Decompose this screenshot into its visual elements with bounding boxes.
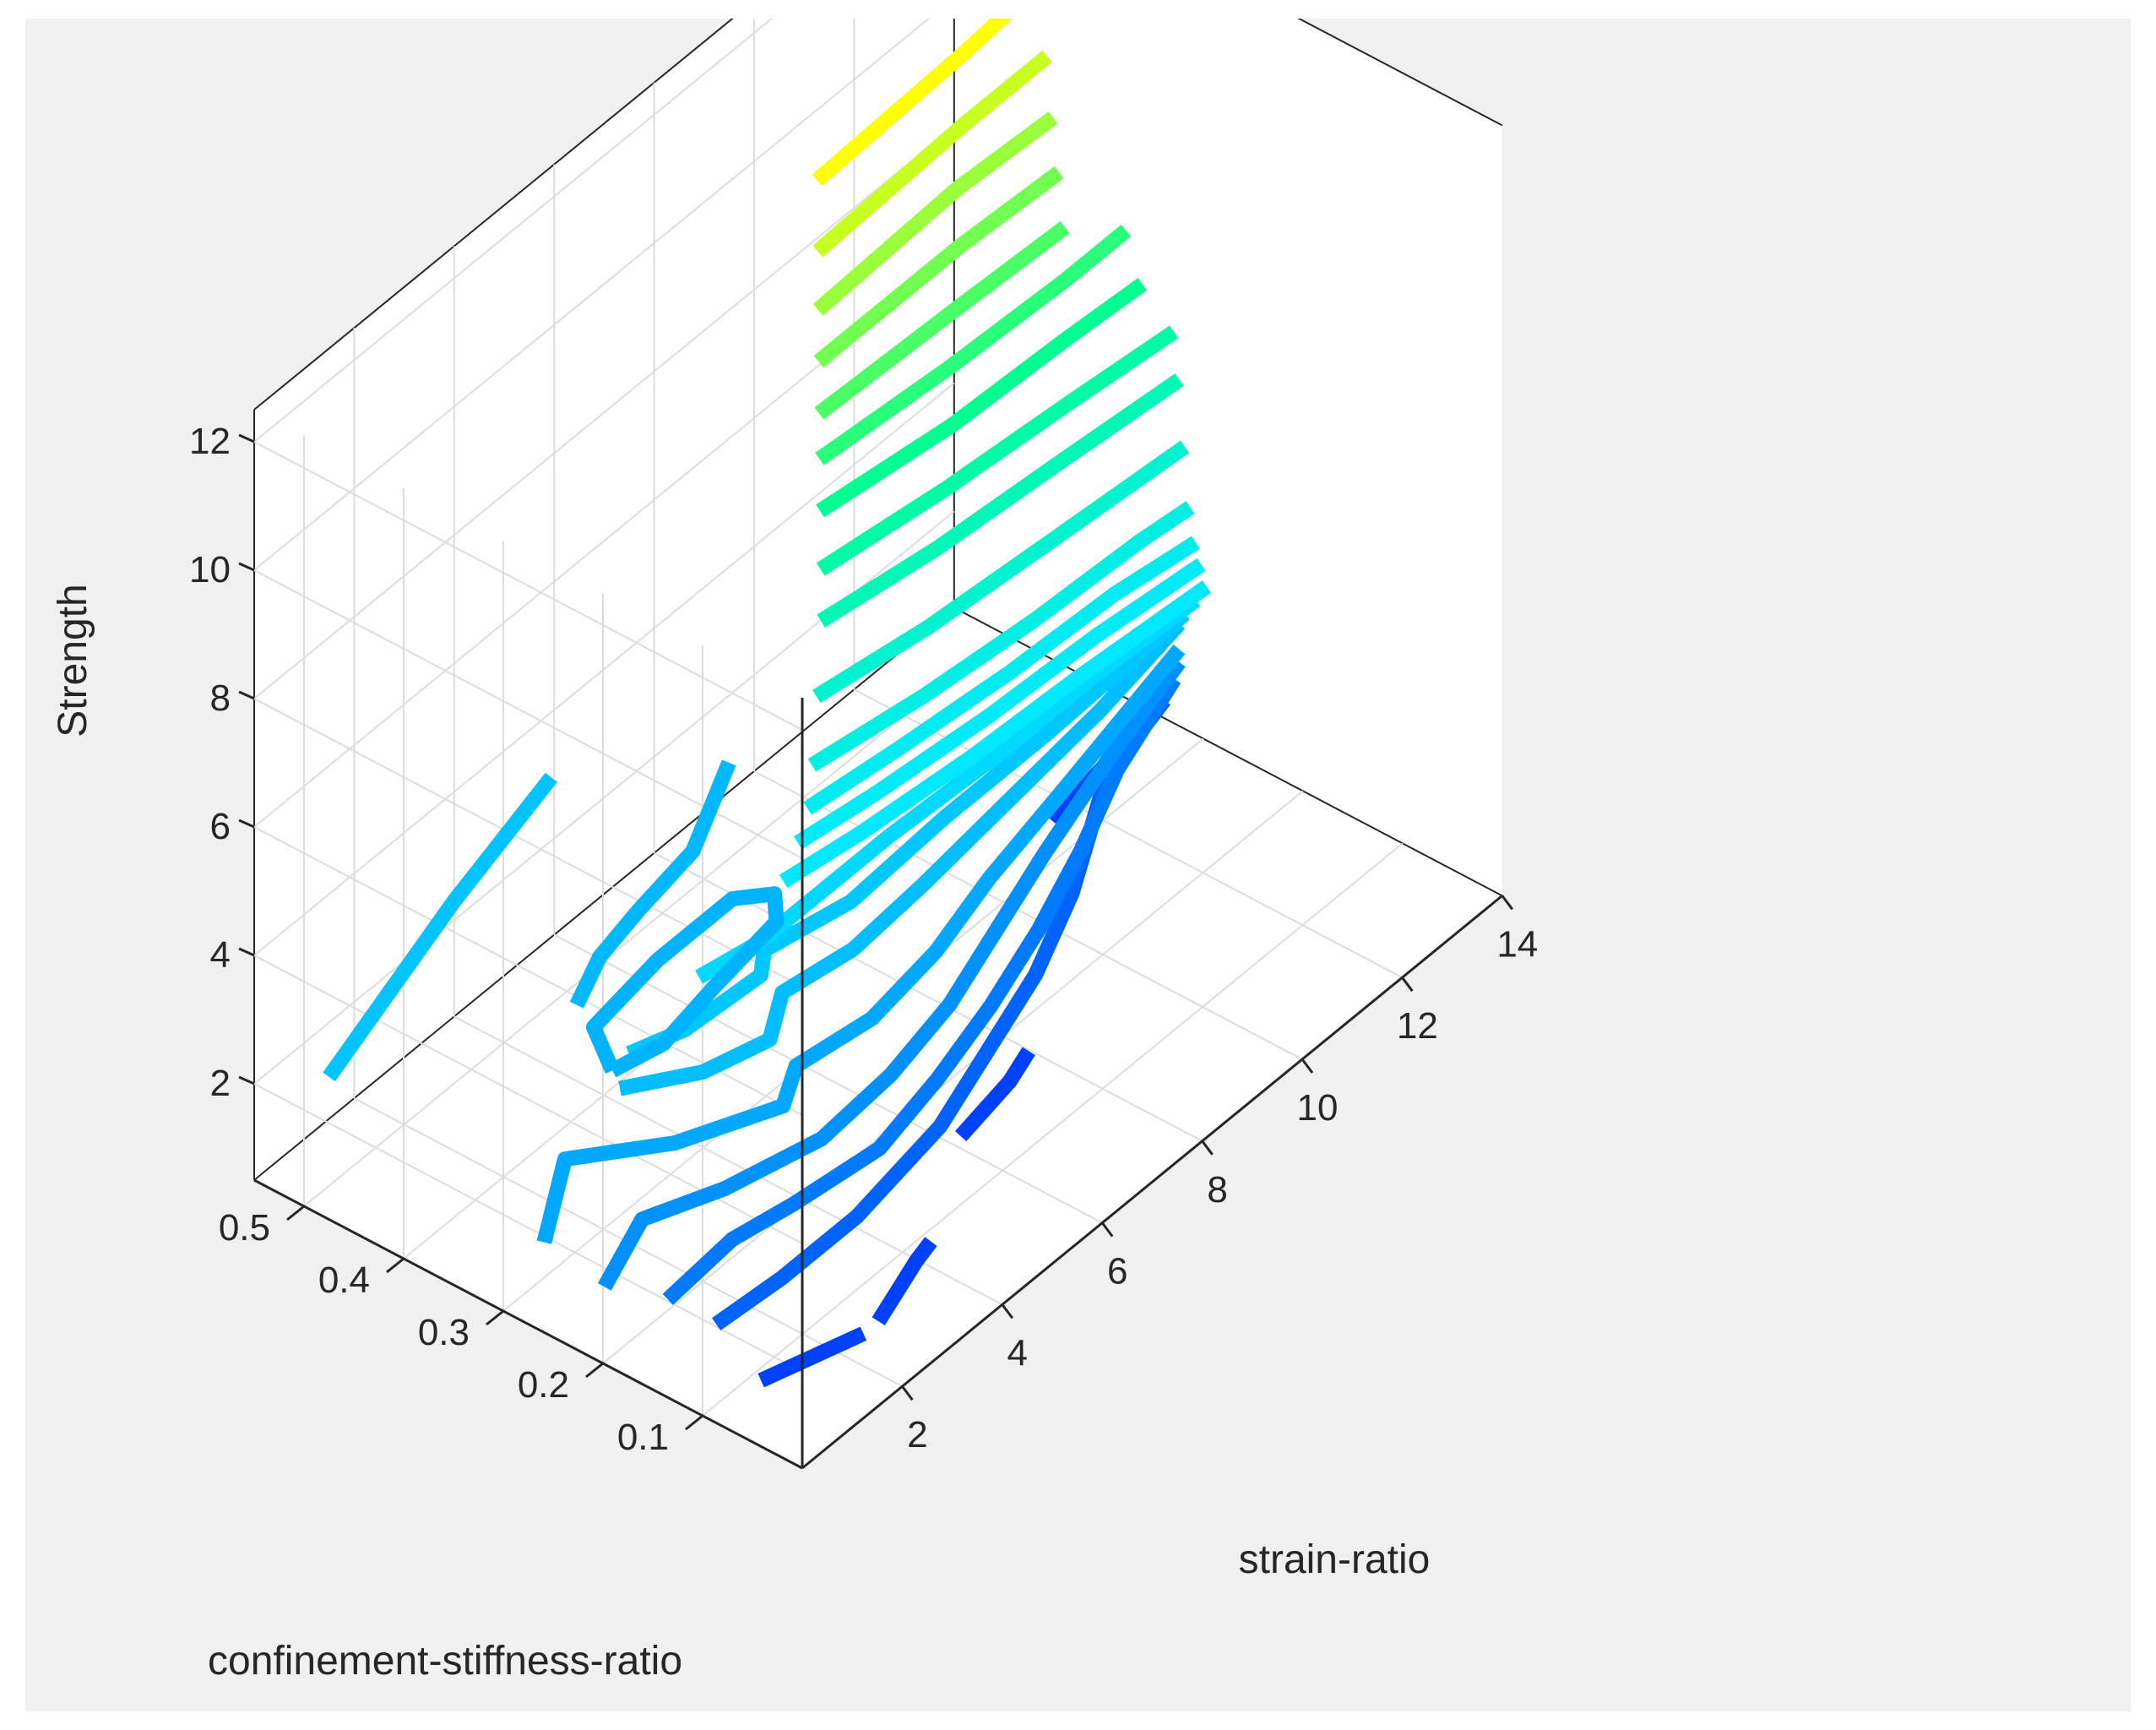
- contour-line-23: [812, 50, 1052, 258]
- contour-line-26: [585, 886, 785, 1078]
- z-tick-mark: [238, 690, 255, 700]
- y-tick-mark: [486, 1309, 504, 1326]
- z-tick-label: 6: [210, 806, 231, 847]
- contour-line-12: [793, 558, 1206, 850]
- z-tick-label: 2: [210, 1063, 231, 1104]
- y-tick-mark: [386, 1257, 405, 1274]
- x-axis-label: strain-ratio: [1239, 1537, 1431, 1582]
- grid-z-left: [253, 698, 803, 987]
- contour-line-1: [872, 1237, 937, 1325]
- grid-z-back: [253, 125, 955, 699]
- figure-background: 2 4 6 8 10 12 14 0.1 0.2 0.3 0.4 0.5 2 4 6 8 10 12 Streng…: [25, 19, 2131, 1711]
- z-axis-label: Strength: [51, 584, 95, 737]
- x-tick-label: 4: [1007, 1332, 1028, 1374]
- grid-z-left: [253, 1083, 803, 1373]
- contour-line-9: [626, 607, 1190, 1061]
- axes-box-front: [238, 433, 1514, 1470]
- x-tick-mark: [1301, 1058, 1314, 1074]
- y-tick-label: 0.3: [418, 1312, 470, 1353]
- grid-z-back: [253, 382, 955, 956]
- x-tick-label: 2: [907, 1414, 927, 1455]
- z-tick-mark: [238, 433, 255, 443]
- box-edge: [253, 607, 955, 1181]
- grid-y-floor: [702, 842, 1404, 1417]
- contour-line-16: [817, 373, 1184, 628]
- contour-line-21: [813, 166, 1064, 368]
- contour-line-17: [816, 325, 1179, 576]
- box-edge: [953, 607, 1503, 897]
- z-tick-mark: [238, 1075, 255, 1085]
- x-tick-mark: [1401, 977, 1414, 993]
- contour-line-18: [816, 278, 1147, 518]
- x-tick-mark: [1201, 1140, 1214, 1156]
- grid-z-left: [253, 441, 803, 731]
- tick-labels: 2 4 6 8 10 12 14 0.1 0.2 0.3 0.4 0.5 2 4 6 8 10 12: [189, 421, 1538, 1458]
- x-tick-label: 6: [1107, 1251, 1127, 1292]
- box-edge: [253, 19, 734, 411]
- z-tick-mark: [238, 562, 255, 572]
- axes-box-back: [253, 19, 1503, 1468]
- z-tick-label: 12: [189, 421, 231, 462]
- contour-line-6: [597, 657, 1186, 1291]
- y-tick-label: 0.4: [318, 1259, 370, 1301]
- x-tick-mark: [901, 1385, 914, 1401]
- contour-line-7: [536, 644, 1186, 1244]
- contour-line-14: [807, 501, 1195, 772]
- grid-z-back: [253, 19, 931, 571]
- grid-y-floor: [602, 790, 1304, 1364]
- y-tick-mark: [585, 1362, 604, 1379]
- y-tick-mark: [685, 1414, 703, 1431]
- z-tick-label: 10: [189, 549, 231, 590]
- x-tick-mark: [1001, 1303, 1014, 1319]
- z-tick-mark: [238, 947, 255, 957]
- contour-line-0: [758, 1326, 867, 1388]
- contour-line-20: [814, 220, 1070, 420]
- z-tick-label: 4: [210, 934, 231, 976]
- chart-3d-contour: 2 4 6 8 10 12 14 0.1 0.2 0.3 0.4 0.5 2 4 6 8 10 12 Streng…: [51, 19, 1538, 1684]
- contour-line-5: [662, 675, 1181, 1305]
- x-tick-label: 10: [1297, 1087, 1339, 1129]
- x-axis-line: [801, 895, 1503, 1470]
- x-tick-mark: [1501, 895, 1514, 911]
- contour-line-19: [815, 224, 1131, 465]
- contour-lines: [323, 19, 1212, 1388]
- box-edge: [1297, 19, 1503, 127]
- contour-line-8: [618, 618, 1186, 1096]
- floor: [254, 607, 1502, 1468]
- contour-line-13: [803, 536, 1200, 815]
- y-tick-label: 0.2: [518, 1364, 569, 1406]
- contour-line-27: [569, 759, 736, 1009]
- y-tick-label: 0.1: [617, 1417, 669, 1458]
- contour-line-2: [954, 1047, 1035, 1142]
- contour-line-22: [812, 111, 1058, 316]
- z-tick-mark: [238, 819, 255, 829]
- x-tick-label: 14: [1496, 923, 1538, 965]
- y-tick-label: 0.5: [219, 1207, 270, 1249]
- y-tick-mark: [286, 1205, 305, 1221]
- contour-line-15: [812, 440, 1190, 704]
- y-axis-line: [253, 1178, 803, 1470]
- grid-y-floor: [303, 633, 1005, 1207]
- contour-line-11: [779, 580, 1212, 888]
- grid-z-back: [253, 19, 774, 443]
- y-axis-label: confinement-stiffness-ratio: [208, 1639, 682, 1684]
- x-tick-label: 8: [1207, 1169, 1227, 1210]
- x-tick-mark: [1100, 1221, 1114, 1238]
- z-tick-label: 8: [210, 677, 231, 719]
- x-tick-label: 12: [1397, 1005, 1438, 1047]
- contour-line-25: [323, 772, 557, 1082]
- contour-line-24: [812, 19, 1013, 187]
